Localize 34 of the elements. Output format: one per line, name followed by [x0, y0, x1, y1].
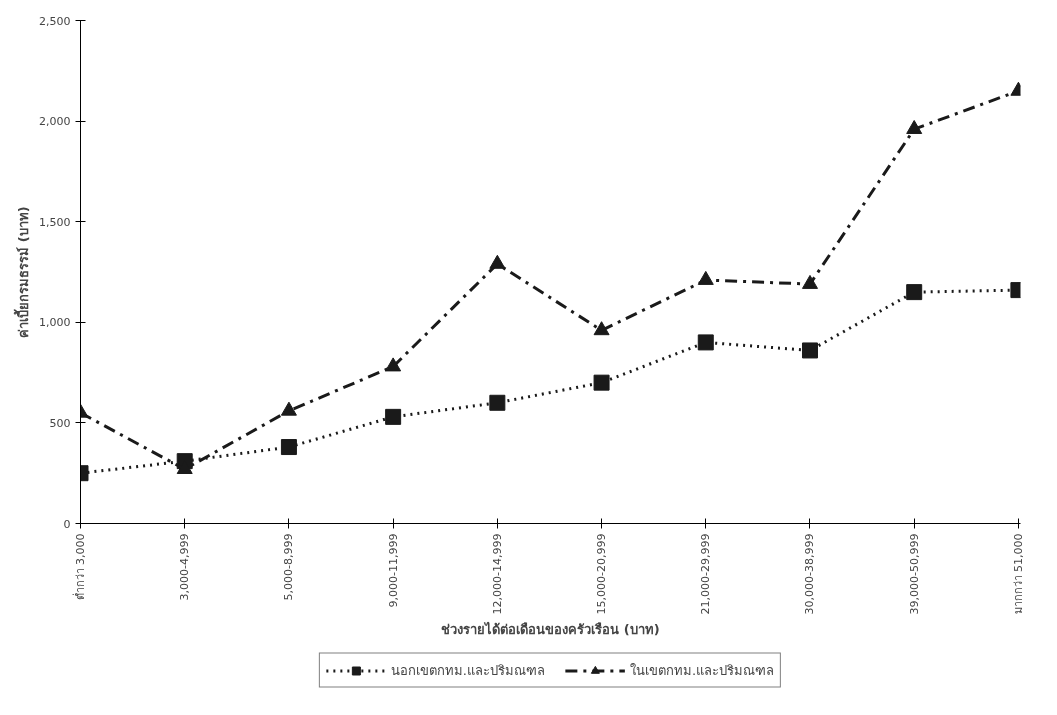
- point: [593, 374, 610, 391]
- point: [697, 334, 714, 351]
- y-tick-label: 500: [49, 416, 71, 430]
- point: [906, 284, 923, 301]
- x-tick-label: 15,000-20,999: [595, 533, 609, 615]
- y-tick-label: 1,500: [39, 215, 71, 229]
- point: [801, 342, 818, 359]
- x-tick-label: 30,000-38,999: [803, 533, 817, 615]
- x-tick-label: ต่ำกว่า 3,000: [72, 533, 87, 601]
- x-axis-title: ช่วงรายได้ต่อเดือนของครัวเรือน (บาท): [441, 621, 660, 638]
- point: [593, 321, 610, 336]
- x-tick-label: 12,000-14,999: [490, 533, 504, 615]
- point: [489, 394, 506, 411]
- point: [385, 408, 402, 425]
- point: [280, 401, 297, 416]
- x-tick-label: 39,000-50,999: [907, 533, 921, 615]
- y-tick-label: 2,000: [39, 115, 71, 129]
- y-tick-label: 1,000: [39, 316, 71, 330]
- point: [906, 119, 923, 134]
- x-tick-label: 5,000-8,999: [282, 533, 296, 601]
- x-tick-label: มากกว่า 51,000: [1011, 533, 1025, 615]
- y-axis-title: ค่าเบี้ยกรมธรรม์ (บาท): [13, 206, 32, 338]
- x-tick-label: 9,000-11,999: [386, 533, 400, 608]
- point: [801, 274, 818, 289]
- y-tick-label: 0: [63, 517, 71, 531]
- legend-label: นอกเขตกทม.และปริมณฑล: [390, 661, 545, 680]
- x-tick-label: 3,000-4,999: [178, 533, 192, 601]
- point: [489, 254, 506, 269]
- x-tick-label: 21,000-29,999: [699, 533, 713, 615]
- point: [697, 270, 714, 285]
- point: [385, 357, 402, 372]
- point: [280, 439, 297, 456]
- legend-label: ในเขตกทม.และปริมณฑล: [630, 661, 775, 680]
- y-tick-label: 2,500: [39, 14, 71, 28]
